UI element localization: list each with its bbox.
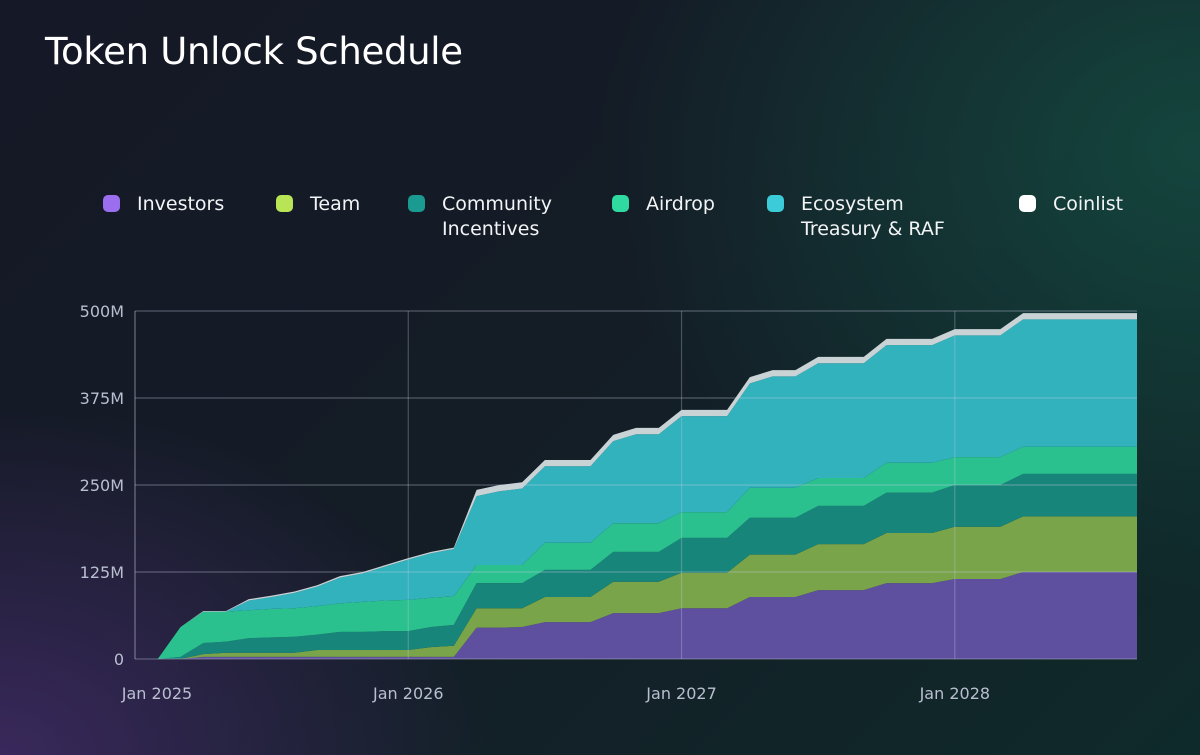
- legend-swatch-airdrop: [612, 195, 629, 212]
- gridlines: [134, 310, 1137, 660]
- legend-label: Community Incentives: [442, 193, 552, 240]
- legend: Investors Team Community Incentives Airdr…: [0, 192, 1200, 252]
- x-tick-label: Jan 2026: [372, 684, 443, 703]
- y-tick-label: 125M: [80, 563, 124, 582]
- legend-label: Team: [310, 193, 361, 215]
- area-ecosystem-treasury-raf: [135, 319, 1137, 659]
- legend-label: Coinlist: [1053, 193, 1124, 215]
- legend-label: Ecosystem Treasury & RAF: [801, 193, 945, 240]
- legend-item-investors[interactable]: Investors: [103, 192, 224, 217]
- x-tick-label: Jan 2025: [121, 684, 192, 703]
- legend-item-airdrop[interactable]: Airdrop: [612, 192, 715, 217]
- area-investors: [135, 572, 1137, 659]
- legend-swatch-ecosystem-treasury: [767, 195, 784, 212]
- y-tick-label: 500M: [80, 302, 124, 321]
- x-axis-ticks: Jan 2025 Jan 2026 Jan 2027 Jan 2028: [121, 684, 990, 703]
- area-community-incentives: [135, 473, 1137, 659]
- y-axis-ticks: 0 125M 250M 375M 500M: [80, 302, 124, 669]
- legend-label: Investors: [137, 193, 225, 215]
- legend-item-ecosystem-treasury[interactable]: Ecosystem Treasury & RAF: [767, 192, 945, 242]
- chart-title: Token Unlock Schedule: [45, 30, 463, 73]
- legend-swatch-community-incentives: [408, 195, 425, 212]
- x-tick-label: Jan 2027: [645, 684, 716, 703]
- legend-item-community-incentives[interactable]: Community Incentives: [408, 192, 552, 242]
- areas: [135, 313, 1137, 659]
- area-airdrop: [135, 446, 1137, 659]
- x-tick-label: Jan 2028: [919, 684, 990, 703]
- legend-swatch-team: [276, 195, 293, 212]
- y-tick-label: 375M: [80, 389, 124, 408]
- area-team: [135, 516, 1137, 659]
- legend-item-team[interactable]: Team: [276, 192, 360, 217]
- y-tick-label: 250M: [80, 476, 124, 495]
- legend-swatch-coinlist: [1019, 195, 1036, 212]
- y-tick-label: 0: [114, 650, 124, 669]
- legend-label: Airdrop: [646, 193, 715, 215]
- legend-swatch-investors: [103, 195, 120, 212]
- legend-item-coinlist[interactable]: Coinlist: [1019, 192, 1123, 217]
